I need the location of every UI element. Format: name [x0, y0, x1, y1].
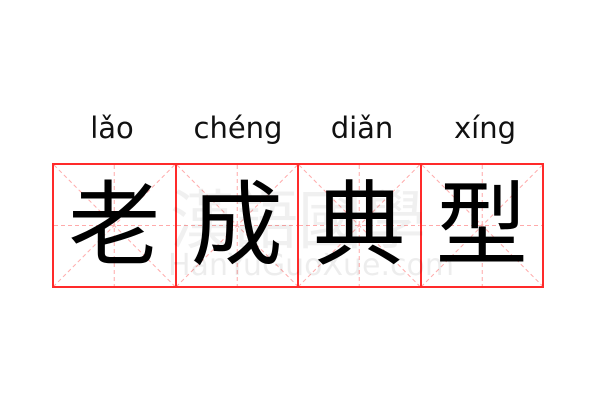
character-cell: 老: [52, 163, 177, 288]
character-cell: 型: [419, 163, 544, 288]
character: 型: [435, 171, 528, 279]
guide-lines: [299, 165, 420, 286]
guide-lines: [422, 165, 543, 286]
character: 成: [190, 171, 283, 279]
watermark-chinese: 漢語國學: [170, 185, 426, 259]
character-cell: 典: [297, 163, 422, 288]
pinyin-1: chéng: [193, 111, 283, 145]
pinyin-3: xíng: [453, 111, 516, 145]
character-cell: 成: [174, 163, 299, 288]
guide-lines: [54, 165, 175, 286]
character-grid: 老 成 典 型: [52, 163, 550, 288]
character: 典: [313, 171, 406, 279]
guide-lines: [177, 165, 298, 286]
pinyin-2: diǎn: [330, 111, 394, 145]
watermark-latin: HanYuGuoXue.com: [168, 248, 455, 283]
pinyin-0: lǎo: [90, 111, 134, 145]
character: 老: [68, 171, 161, 279]
